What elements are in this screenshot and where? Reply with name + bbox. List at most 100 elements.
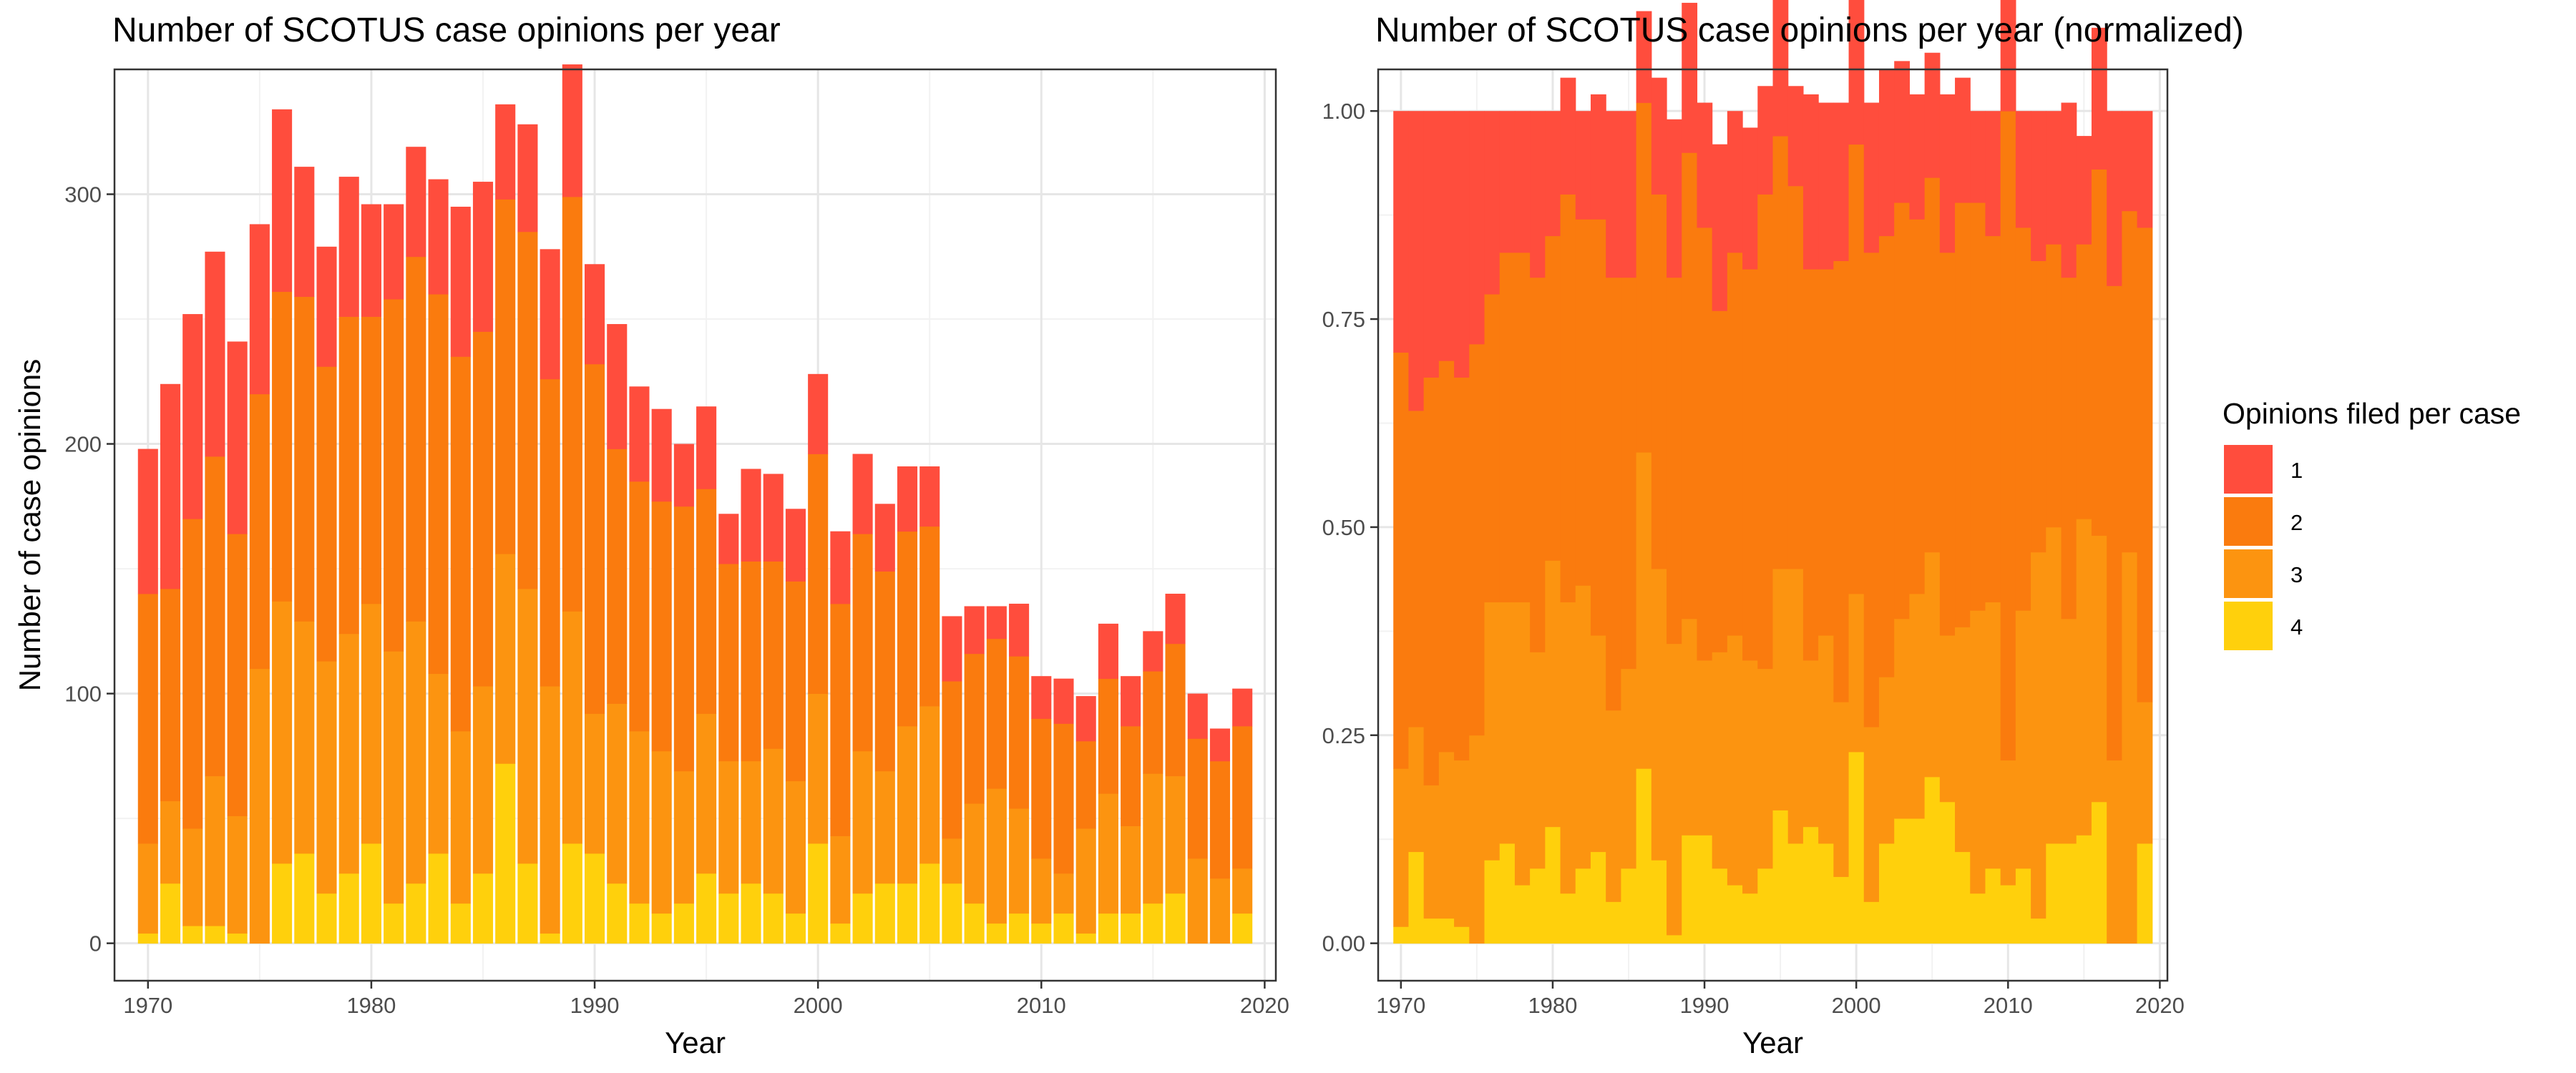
bar-segment-1983-series-2 <box>1590 219 1606 636</box>
bar-segment-1992-series-3 <box>1727 635 1743 886</box>
bar-segment-2010-series-1 <box>1031 676 1052 719</box>
x-tick-label: 1980 <box>346 993 396 1018</box>
bar-segment-1971-series-2 <box>1408 411 1425 727</box>
bar-segment-1982-series-3 <box>406 621 426 884</box>
bar-segment-2019-series-3 <box>2137 702 2153 844</box>
bar-segment-1973-series-1 <box>1438 111 1455 361</box>
bar-segment-1990-series-1 <box>585 264 605 365</box>
bar-segment-1984-series-4 <box>1606 901 1621 944</box>
bar-segment-1981-series-2 <box>384 299 404 652</box>
bar-segment-1980-series-3 <box>361 603 381 844</box>
bar-segment-1999-series-1 <box>785 509 806 582</box>
bar-segment-2019-series-3 <box>1232 868 1253 914</box>
bar-segment-2014-series-2 <box>1121 725 1141 826</box>
bar-segment-1994-series-1 <box>1757 86 1774 195</box>
bar-segment-2009-series-1 <box>1985 111 2001 237</box>
bar-segment-1981-series-3 <box>384 651 404 904</box>
bar-segment-2007-series-4 <box>964 903 985 944</box>
bar-segment-2016-series-3 <box>1165 775 1186 894</box>
bar-segment-2014-series-4 <box>2061 843 2077 944</box>
bar-segment-1980-series-4 <box>361 843 381 944</box>
bar-segment-1990-series-4 <box>585 853 605 944</box>
x-tick-label: 1970 <box>123 993 172 1018</box>
bar-segment-1984-series-2 <box>450 356 471 732</box>
bar-segment-2007-series-3 <box>964 803 985 904</box>
bar-segment-2010-series-1 <box>2000 0 2016 112</box>
x-tick-label: 2000 <box>1832 993 1881 1018</box>
legend-label-4: 4 <box>2290 614 2303 640</box>
bar-segment-1996-series-2 <box>1787 185 1804 569</box>
bar-segment-2010-series-2 <box>2000 111 2016 761</box>
bar-segment-1994-series-3 <box>1757 668 1774 869</box>
bar-segment-1979-series-1 <box>1530 111 1546 278</box>
bar-segment-1988-series-1 <box>1667 119 1682 278</box>
bar-segment-2018-series-3 <box>2122 552 2138 944</box>
bar-segment-2015-series-2 <box>1143 671 1163 774</box>
bar-segment-1985-series-3 <box>1621 668 1637 869</box>
bar-segment-2004-series-2 <box>897 531 918 727</box>
bar-segment-1995-series-3 <box>696 713 717 874</box>
bar-segment-1984-series-2 <box>1606 277 1621 711</box>
bar-segment-2013-series-1 <box>1098 623 1118 680</box>
bar-segment-2005-series-1 <box>1924 52 1941 178</box>
bar-segment-2004-series-2 <box>1909 219 1926 594</box>
bar-segment-2004-series-1 <box>1909 94 1926 220</box>
bar-segment-2006-series-1 <box>1939 94 1956 253</box>
bar-segment-1989-series-4 <box>562 843 582 944</box>
bar-segment-1983-series-3 <box>1590 635 1606 853</box>
bar-segment-2019-series-2 <box>1232 725 1253 869</box>
bar-segment-1979-series-4 <box>1530 868 1546 944</box>
bar-segment-1989-series-4 <box>1682 835 1698 944</box>
bar-segment-2008-series-4 <box>986 923 1007 944</box>
bar-segment-1974-series-1 <box>227 341 248 534</box>
bar-segment-1999-series-4 <box>1833 876 1850 944</box>
bar-segment-2016-series-1 <box>2091 27 2107 170</box>
bar-segment-1978-series-4 <box>316 893 337 944</box>
bar-segment-2003-series-1 <box>1894 61 1911 203</box>
bar-segment-1981-series-2 <box>1560 194 1576 603</box>
legend-label-1: 1 <box>2290 458 2303 483</box>
bar-segment-1970-series-2 <box>1393 352 1410 769</box>
bar-segment-1987-series-1 <box>1651 77 1667 195</box>
bar-segment-1982-series-1 <box>1575 111 1591 220</box>
bar-segment-1985-series-2 <box>1621 277 1637 670</box>
bar-segment-1981-series-3 <box>1560 602 1576 894</box>
bar-segment-2014-series-2 <box>2061 277 2077 619</box>
bar-segment-1986-series-3 <box>1636 452 1652 769</box>
bar-segment-2012-series-1 <box>1075 696 1096 742</box>
x-tick-label: 1990 <box>570 993 620 1018</box>
bar-segment-1977-series-1 <box>294 167 315 298</box>
bar-segment-1994-series-4 <box>1757 868 1774 944</box>
bar-segment-1977-series-1 <box>1499 111 1516 253</box>
bar-segment-1991-series-3 <box>607 703 628 884</box>
bar-segment-1984-series-4 <box>450 903 471 944</box>
bar-segment-2017-series-2 <box>1187 738 1208 859</box>
bar-segment-1974-series-3 <box>1454 760 1470 927</box>
bar-segment-2000-series-2 <box>1848 144 1865 594</box>
bar-segment-1987-series-3 <box>517 589 538 864</box>
bar-segment-1985-series-1 <box>1621 111 1637 278</box>
bar-segment-2003-series-1 <box>874 504 895 572</box>
bar-segment-1993-series-2 <box>651 501 672 752</box>
bar-segment-2018-series-2 <box>2122 210 2138 553</box>
bar-segment-2000-series-1 <box>808 373 829 454</box>
bar-segment-1996-series-1 <box>718 514 739 564</box>
bar-segment-1989-series-3 <box>562 611 582 844</box>
bar-segment-2002-series-2 <box>1878 235 1895 677</box>
bar-segment-1983-series-4 <box>428 853 449 944</box>
bar-segment-1998-series-1 <box>763 474 784 562</box>
bar-segment-2001-series-2 <box>1863 252 1880 727</box>
bar-segment-1988-series-4 <box>1667 935 1682 944</box>
bar-segment-1980-series-2 <box>361 316 381 604</box>
bar-segment-2004-series-3 <box>897 725 918 884</box>
plot-border <box>1377 68 2169 982</box>
bar-segment-1976-series-4 <box>1484 860 1501 944</box>
bar-segment-1975-series-3 <box>1469 735 1485 944</box>
bar-segment-1971-series-3 <box>160 800 181 884</box>
bar-segment-2010-series-3 <box>2000 760 2016 886</box>
bar-segment-2003-series-2 <box>874 571 895 772</box>
bar-segment-1986-series-4 <box>1636 768 1652 944</box>
x-tick-label: 2020 <box>2135 993 2185 1018</box>
bar-segment-1973-series-2 <box>1438 361 1455 753</box>
bar-segment-1982-series-1 <box>406 147 426 258</box>
